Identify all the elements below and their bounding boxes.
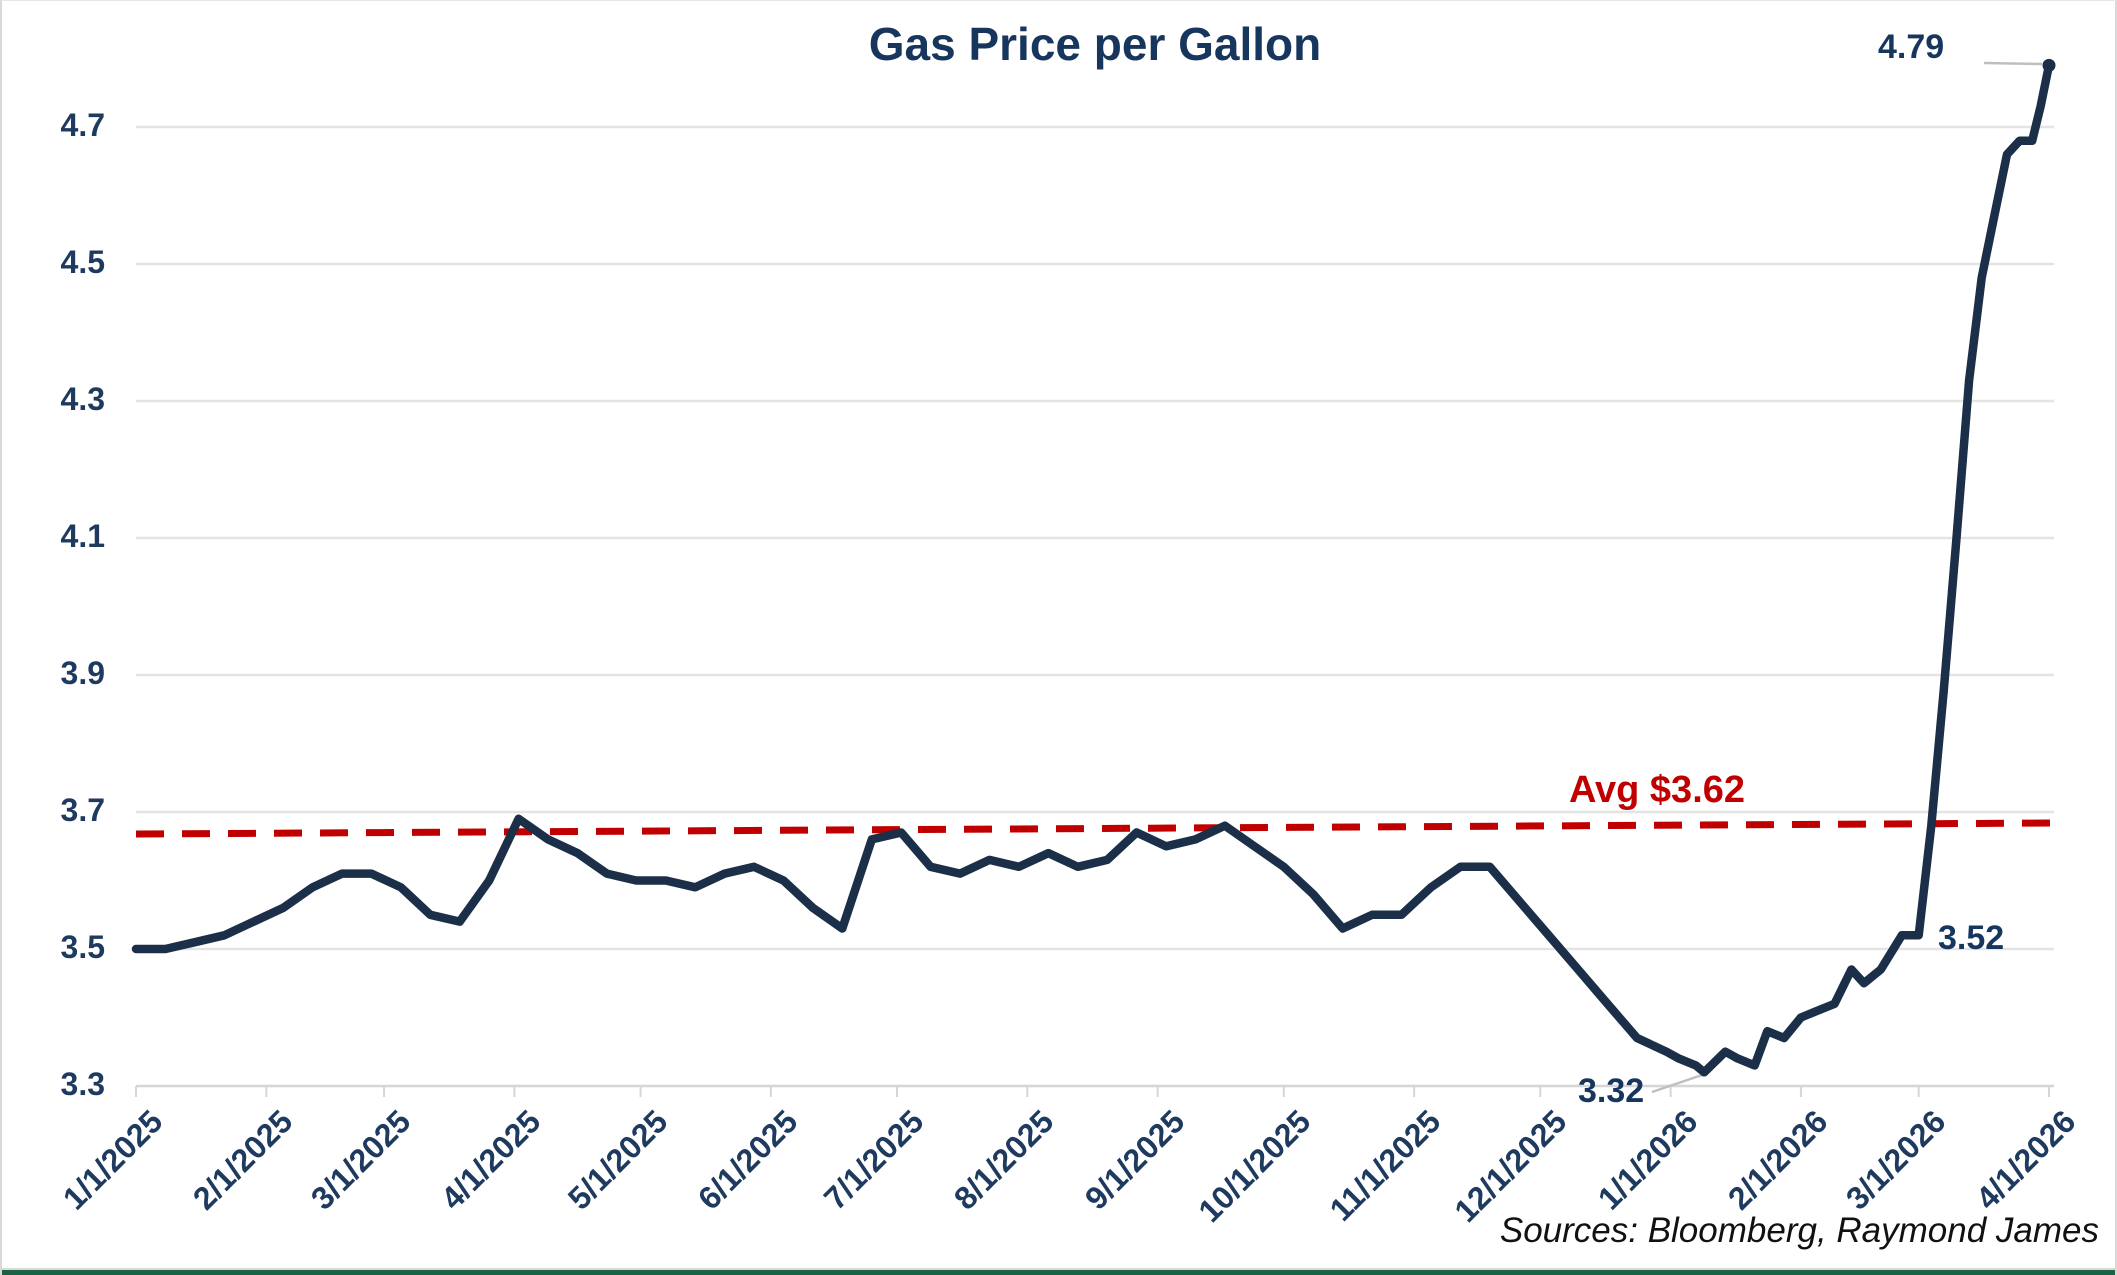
annotation-low-3-32: 3.32 — [1578, 1072, 1645, 1110]
y-axis-label: 4.1 — [60, 518, 105, 554]
series-end-marker — [2042, 58, 2056, 72]
source-credit: Sources: Bloomberg, Raymond James — [1499, 1211, 2099, 1250]
chart-title: Gas Price per Gallon — [868, 18, 1322, 70]
y-axis-label: 3.3 — [60, 1066, 105, 1102]
leader-line-3-32 — [1651, 1073, 1703, 1094]
leader-line-4-79 — [1983, 61, 2043, 66]
y-axis-label: 4.7 — [60, 107, 105, 143]
y-axis-label: 3.5 — [60, 929, 105, 965]
gas-price-series-line — [131, 61, 2054, 1077]
average-dashed-line — [135, 819, 2055, 838]
y-axis-label: 3.7 — [60, 792, 105, 828]
bottom-divider — [2, 1268, 2115, 1270]
y-axis-label: 3.9 — [60, 655, 105, 691]
annotation-high-4-79: 4.79 — [1878, 28, 1945, 66]
y-axis-label: 4.5 — [60, 244, 105, 280]
average-line-label: Avg $3.62 — [1568, 769, 1746, 811]
window-edge-bar — [2, 1270, 2115, 1275]
annotation-pre-spike-3-52: 3.52 — [1938, 919, 2005, 957]
y-axis-label: 4.3 — [60, 381, 105, 417]
